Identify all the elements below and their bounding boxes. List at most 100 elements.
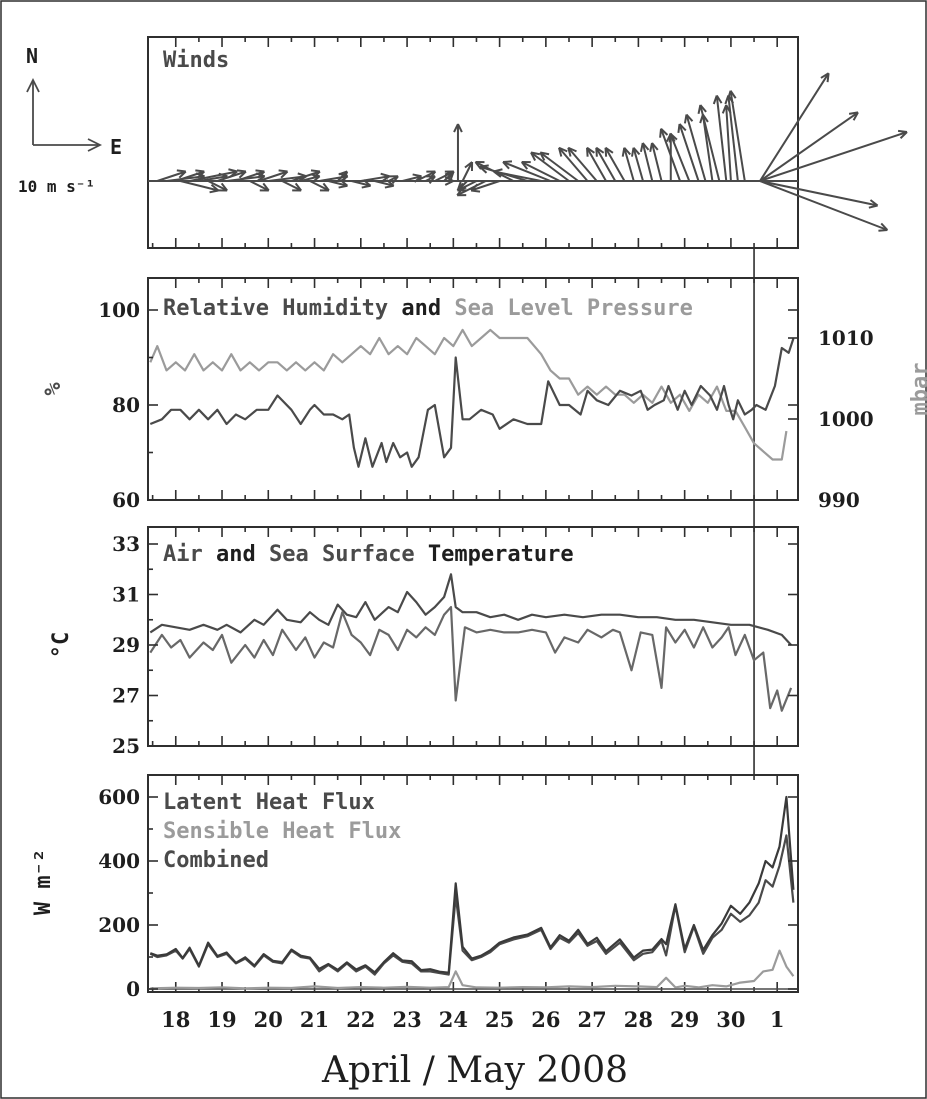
x-tick-label: 29 (670, 1007, 699, 1032)
wind-vector-head (586, 147, 589, 157)
wind-vector-head (869, 199, 879, 207)
relative-humidity-line (149, 338, 795, 468)
wind-vector-head (699, 104, 707, 113)
wind-vector-head (343, 171, 349, 181)
title-part: Air (163, 542, 203, 567)
wind-vector (328, 179, 349, 189)
wind-vector-head (712, 95, 718, 105)
wind-vector-head (470, 183, 479, 192)
x-tick-label: 23 (392, 1007, 421, 1032)
wind-vector-head (444, 180, 454, 186)
wind-vector-head (220, 182, 228, 192)
wind-vector-head (195, 169, 205, 173)
compass-east-label: E (110, 135, 122, 159)
wind-vector (683, 113, 707, 182)
combined-heat-flux-line (149, 795, 795, 974)
title-part: Winds (163, 48, 229, 73)
wind-vector-head (322, 182, 330, 192)
wind-vector-shaft (725, 104, 732, 182)
x-tick-label: 27 (578, 1007, 607, 1032)
wind-vector-shaft (258, 170, 288, 182)
wind-vector (530, 151, 570, 182)
wind-vector-head (453, 123, 459, 133)
wind-vector-head (878, 229, 888, 232)
wind-vector-head (457, 123, 463, 133)
wind-vector (456, 180, 487, 197)
wind-vector-head (218, 172, 228, 178)
wind-vector-shaft (759, 111, 859, 182)
wind-vector-head (899, 131, 908, 139)
wind-vector-shaft (623, 147, 635, 182)
x-tick-label: 26 (531, 1007, 560, 1032)
wind-vector-shaft (235, 170, 265, 182)
y-tick-label: 25 (112, 734, 140, 758)
legend-entry: Latent Heat Flux (163, 790, 375, 815)
wind-vector-shaft (632, 147, 644, 182)
wind-vector-large (759, 180, 879, 209)
wind-vector-shaft (651, 142, 663, 182)
wind-vector-shaft (641, 142, 654, 182)
wind-vector-shaft (180, 180, 219, 192)
y-tick-label: 31 (112, 583, 140, 607)
wind-vector-head (444, 176, 454, 182)
wind-vector (388, 175, 399, 184)
wind-vector-head (660, 128, 669, 136)
panel-1-title: Winds (163, 48, 229, 73)
wind-vector-shaft (493, 170, 542, 182)
y-tick-label: 0 (126, 977, 140, 1001)
wind-vector (677, 123, 700, 182)
wind-vector-head (456, 182, 464, 192)
wind-vector-head (312, 175, 321, 183)
wind-vector-large (759, 111, 859, 182)
y-tick-label: 600 (98, 785, 140, 809)
wind-vector (217, 169, 247, 182)
wind-vector (249, 180, 270, 192)
title-part: Temperature (415, 542, 574, 567)
wind-vector (470, 180, 500, 193)
x-tick-label: 24 (439, 1007, 468, 1032)
wind-vector-shaft (699, 104, 721, 182)
wind-vector-shaft (189, 170, 238, 182)
y-tick-label: 200 (98, 913, 140, 937)
wind-vector-shaft (729, 90, 746, 182)
wind-vector-head (683, 114, 688, 124)
panel-1-frame (147, 36, 799, 249)
wind-vector-head (310, 169, 321, 173)
wind-vector (604, 146, 626, 182)
wind-vector-head (381, 175, 390, 183)
wind-vector (567, 146, 598, 182)
wind-vector-head (236, 169, 247, 173)
wind-vector-head (228, 168, 238, 173)
wind-vector-head (256, 175, 266, 182)
wind-vector (621, 147, 635, 182)
wind-vector-head (604, 146, 614, 154)
wind-vector-head (361, 184, 371, 189)
wind-vector-head (651, 142, 659, 151)
wind-vector-head (826, 73, 830, 83)
wind-vector-shaft (402, 175, 422, 182)
wind-vector (493, 168, 542, 182)
wind-vector-head (540, 151, 550, 156)
wind-vector (453, 123, 463, 181)
wind-vector-head (493, 170, 502, 178)
wind-vector-head (678, 123, 687, 132)
wind-vector (595, 146, 617, 182)
x-axis-title: April / May 2008 (321, 1050, 628, 1091)
wind-vector-head (820, 72, 830, 79)
legend-entry: Sensible Heat Flux (163, 819, 401, 844)
wind-vector-head (493, 168, 503, 173)
wind-vector-shaft (198, 175, 228, 182)
wind-vector-shaft (217, 170, 247, 182)
wind-vector (374, 179, 395, 189)
wind-vector-shaft (759, 72, 830, 182)
wind-vector (558, 146, 589, 182)
wind-vector-shaft (521, 161, 561, 182)
wind-vector-head (209, 189, 219, 194)
wind-vector-head (449, 171, 455, 181)
wind-vector (444, 176, 454, 186)
wind-vector-head (567, 146, 577, 153)
wind-vector (586, 146, 607, 182)
wind-vector-head (339, 179, 349, 187)
wind-vector-head (238, 170, 247, 179)
wind-vector-head (278, 169, 288, 173)
